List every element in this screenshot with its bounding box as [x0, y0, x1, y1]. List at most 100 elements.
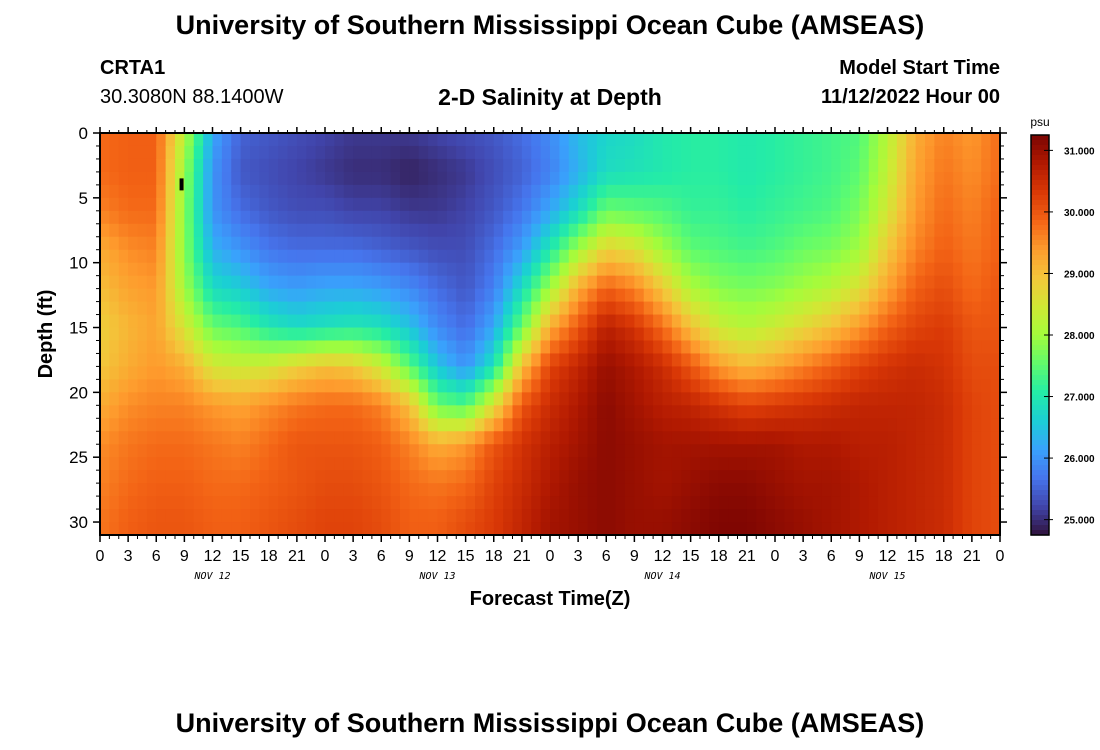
heatmap-cell	[803, 431, 814, 445]
heatmap-cell	[981, 145, 992, 160]
heatmap-cell	[906, 171, 917, 186]
heatmap-cell	[615, 340, 626, 355]
heatmap-cell	[353, 184, 364, 199]
heatmap-cell	[728, 158, 739, 173]
heatmap-cell	[118, 444, 129, 458]
heatmap-cell	[221, 522, 232, 536]
heatmap-cell	[146, 457, 157, 471]
heatmap-cell	[887, 366, 898, 380]
heatmap-cell	[475, 444, 485, 458]
heatmap-cell	[587, 275, 598, 290]
heatmap-cell	[559, 431, 570, 445]
heatmap-cell	[203, 133, 214, 147]
heatmap-cell	[428, 184, 439, 199]
heatmap-cell	[821, 133, 832, 147]
heatmap-cell	[137, 158, 148, 173]
heatmap-cell	[784, 405, 795, 419]
heatmap-cell	[512, 483, 523, 497]
heatmap-cell	[728, 418, 739, 432]
heatmap-cell	[165, 301, 176, 316]
heatmap-cell	[193, 301, 204, 316]
heatmap-cell	[775, 405, 785, 419]
heatmap-cell	[793, 262, 804, 277]
heatmap-cell	[353, 171, 364, 186]
heatmap-cell	[784, 184, 795, 199]
heatmap-cell	[765, 133, 776, 147]
heatmap-cell	[362, 288, 373, 303]
heatmap-cell	[493, 210, 504, 225]
heatmap-cell	[859, 470, 870, 484]
heatmap-cell	[484, 496, 495, 510]
heatmap-cell	[700, 223, 710, 238]
heatmap-cell	[118, 145, 129, 160]
heatmap-cell	[934, 405, 945, 419]
x-tick-label: 0	[96, 548, 105, 565]
heatmap-cell	[625, 405, 635, 419]
heatmap-cell	[709, 405, 720, 419]
heatmap-cell	[240, 470, 251, 484]
heatmap-cell	[100, 314, 110, 329]
heatmap-cell	[287, 288, 298, 303]
heatmap-cell	[643, 145, 654, 160]
heatmap-cell	[165, 522, 176, 536]
heatmap-cell	[746, 353, 757, 368]
heatmap-cell	[812, 340, 823, 355]
heatmap-cell	[793, 301, 804, 316]
heatmap-cell	[821, 405, 832, 419]
heatmap-cell	[615, 509, 626, 523]
heatmap-cell	[756, 405, 767, 419]
heatmap-cell	[971, 275, 982, 290]
heatmap-cell	[456, 223, 467, 238]
heatmap-cell	[587, 327, 598, 342]
heatmap-cell	[193, 249, 204, 264]
heatmap-cell	[128, 184, 139, 199]
heatmap-cell	[296, 145, 307, 160]
heatmap-cell	[128, 210, 139, 225]
heatmap-cell	[193, 223, 204, 238]
heatmap-cell	[850, 133, 860, 147]
heatmap-cell	[606, 288, 617, 303]
heatmap-cell	[109, 392, 120, 406]
heatmap-cell	[531, 353, 542, 368]
heatmap-cell	[831, 171, 842, 186]
heatmap-cell	[128, 431, 139, 445]
heatmap-cell	[934, 133, 945, 147]
heatmap-cell	[878, 158, 889, 173]
heatmap-cell	[343, 171, 354, 186]
heatmap-cell	[943, 366, 954, 380]
heatmap-cell	[990, 249, 1001, 264]
heatmap-cell	[109, 496, 120, 510]
heatmap-cell	[446, 392, 457, 406]
station-depth-marker	[179, 178, 184, 191]
heatmap-cell	[746, 145, 757, 160]
heatmap-cell	[475, 340, 485, 355]
heatmap-cell	[971, 483, 982, 497]
colorbar-swatch	[1031, 440, 1049, 446]
heatmap-cell	[953, 145, 964, 160]
heatmap-cell	[259, 496, 270, 510]
heatmap-cell	[587, 249, 598, 264]
heatmap-cell	[615, 171, 626, 186]
heatmap-cell	[681, 522, 692, 536]
heatmap-cell	[803, 236, 814, 251]
heatmap-cell	[625, 171, 635, 186]
heatmap-cell	[568, 457, 579, 471]
heatmap-cell	[212, 457, 223, 471]
heatmap-cell	[690, 470, 701, 484]
heatmap-cell	[165, 236, 176, 251]
heatmap-cell	[906, 509, 917, 523]
heatmap-cell	[268, 262, 279, 277]
colorbar-swatch	[1031, 290, 1049, 296]
heatmap-cell	[221, 133, 232, 147]
heatmap-cell	[268, 366, 279, 380]
heatmap-cell	[859, 522, 870, 536]
heatmap-cell	[812, 158, 823, 173]
heatmap-cell	[521, 249, 532, 264]
heatmap-cell	[840, 210, 851, 225]
heatmap-cell	[896, 288, 907, 303]
heatmap-cell	[793, 158, 804, 173]
heatmap-cell	[203, 392, 214, 406]
heatmap-cell	[325, 249, 335, 264]
heatmap-cell	[728, 496, 739, 510]
heatmap-cell	[615, 379, 626, 393]
